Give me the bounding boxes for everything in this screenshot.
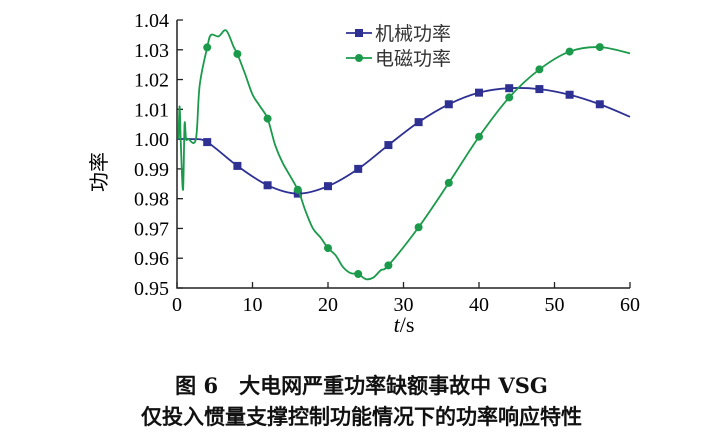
data-point-circle	[203, 43, 212, 52]
figure-caption-line1: 图 6 大电网严重功率缺额事故中 VSG	[175, 373, 548, 398]
data-point-square	[263, 181, 272, 190]
y-tick-label: 0.96	[134, 248, 169, 270]
data-point-square	[565, 90, 574, 99]
data-point-square	[535, 85, 544, 94]
legend-label: 电磁功率	[375, 48, 451, 70]
data-point-circle	[384, 261, 393, 270]
series-line-0	[176, 87, 631, 195]
y-tick-label: 0.99	[134, 159, 169, 181]
data-point-circle	[535, 65, 544, 74]
data-point-circle	[324, 244, 332, 253]
x-tick-label: 20	[318, 294, 338, 316]
data-point-circle	[414, 223, 423, 232]
data-point-square	[595, 100, 604, 109]
legend-label: 机械功率	[375, 23, 451, 45]
y-tick-label: 1.00	[134, 129, 169, 151]
data-point-circle	[263, 114, 272, 123]
legend-marker	[355, 29, 363, 37]
y-tick-label: 1.01	[134, 99, 169, 121]
y-tick-label: 1.02	[134, 70, 169, 92]
x-tick-label: 50	[545, 294, 565, 316]
data-point-square	[384, 141, 393, 150]
series-group	[176, 29, 631, 281]
y-tick-label: 0.98	[134, 189, 169, 211]
x-tick-label: 30	[394, 294, 414, 316]
y-tick-label: 1.03	[134, 40, 169, 62]
x-tick-label: 40	[469, 294, 489, 316]
y-tick-label: 0.97	[134, 218, 169, 240]
data-point-circle	[293, 185, 302, 194]
data-point-circle	[505, 93, 514, 102]
x-tick-label: 10	[243, 294, 263, 316]
data-point-circle	[595, 43, 604, 52]
data-point-circle	[475, 132, 483, 141]
figure-caption-line2: 仅投入惯量支撑控制功能情况下的功率响应特性	[141, 404, 582, 429]
data-point-square	[233, 161, 242, 170]
data-point-square	[444, 100, 453, 109]
data-point-square	[324, 182, 332, 191]
power-response-chart: 0 10 20 30 40 50 60 0.95 0.96 0.97 0.98 0.99 1.00 1.0…	[87, 10, 640, 337]
y-axis-label: 功率	[87, 152, 111, 192]
data-point-square	[505, 84, 514, 93]
data-point-circle	[233, 49, 242, 58]
x-axis-label: t/s	[394, 312, 415, 337]
data-point-circle	[565, 47, 574, 56]
y-tick-label: 0.95	[134, 278, 169, 300]
legend-marker	[355, 54, 363, 62]
data-point-square	[414, 118, 423, 127]
data-point-circle	[444, 178, 453, 187]
data-point-circle	[354, 270, 363, 279]
x-tick-label: 0	[172, 294, 182, 316]
data-point-square	[475, 88, 483, 97]
data-point-square	[203, 138, 212, 147]
x-tick-label: 60	[620, 294, 640, 316]
y-tick-label: 1.04	[134, 10, 169, 32]
data-point-square	[354, 164, 363, 173]
axes: 0 10 20 30 40 50 60 0.95 0.96 0.97 0.98 0.99 1.00 1.0…	[134, 10, 640, 316]
